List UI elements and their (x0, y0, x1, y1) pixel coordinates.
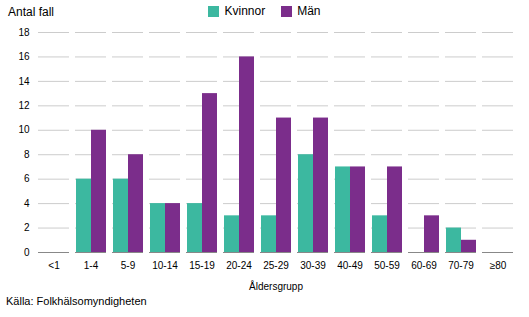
svg-text:5-9: 5-9 (121, 260, 136, 271)
html-text:Källa: Folkhälsomyndigheten: Källa: Folkhälsomyndigheten (6, 295, 147, 307)
html-text:Antal fall: Antal fall (8, 5, 54, 19)
svg-text:50-59: 50-59 (374, 260, 400, 271)
svg-text:12: 12 (18, 100, 30, 111)
svg-text:15-19: 15-19 (189, 260, 215, 271)
svg-text:1-4: 1-4 (84, 260, 99, 271)
svg-text:8: 8 (24, 149, 30, 160)
svg-text:10: 10 (18, 124, 30, 135)
svg-text:16: 16 (18, 51, 30, 62)
svg-text:18: 18 (18, 27, 30, 38)
svg-text:4: 4 (24, 198, 30, 209)
svg-text:≥80: ≥80 (490, 260, 507, 271)
svg-text:20-24: 20-24 (226, 260, 252, 271)
svg-text:6: 6 (24, 173, 30, 184)
html-text:Kvinnor: Kvinnor (224, 4, 266, 18)
svg-text:70-79: 70-79 (448, 260, 474, 271)
svg-text:Åldersgrupp: Åldersgrupp (249, 280, 303, 292)
svg-text:2: 2 (24, 222, 30, 233)
svg-text:60-69: 60-69 (411, 260, 437, 271)
html-text:Män: Män (297, 4, 321, 18)
svg-text:25-29: 25-29 (263, 260, 289, 271)
svg-text:30-39: 30-39 (300, 260, 326, 271)
svg-text:<1: <1 (48, 260, 60, 271)
svg-text:14: 14 (18, 76, 30, 87)
svg-text:40-49: 40-49 (337, 260, 363, 271)
svg-text:10-14: 10-14 (152, 260, 178, 271)
svg-text:0: 0 (24, 247, 30, 258)
